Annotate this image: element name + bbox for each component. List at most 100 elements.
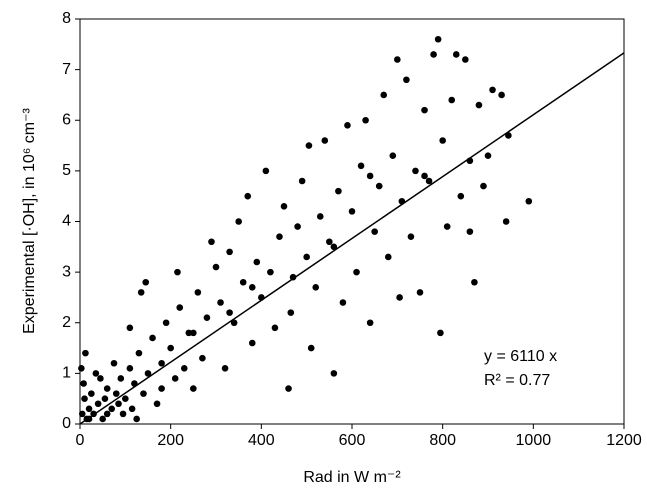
y-tick-label: 6: [62, 111, 71, 128]
y-tick-label: 2: [62, 314, 71, 331]
data-point: [126, 324, 134, 332]
data-point: [180, 365, 188, 372]
y-tick-label: 7: [62, 61, 71, 78]
data-point: [101, 395, 109, 402]
y-tick-label: 1: [62, 365, 71, 382]
data-point: [394, 56, 401, 63]
data-point: [208, 238, 215, 246]
y-tick-label: 0: [62, 415, 71, 432]
data-point: [287, 309, 295, 316]
data-point: [126, 365, 134, 372]
data-point: [103, 385, 111, 392]
data-point: [439, 137, 446, 144]
x-tick-label: 400: [248, 432, 275, 449]
data-point: [117, 375, 125, 382]
data-point: [384, 253, 392, 261]
data-point: [78, 365, 85, 372]
data-point: [174, 268, 181, 276]
data-point: [489, 86, 496, 94]
data-point: [407, 233, 415, 240]
y-axis-label: Experimental [·OH], in 10⁶ cm⁻³: [21, 107, 38, 333]
data-point: [421, 106, 428, 114]
data-point: [226, 309, 233, 316]
data-point: [82, 349, 89, 357]
x-tick-label: 200: [157, 432, 184, 449]
data-point: [498, 91, 505, 99]
data-point: [457, 192, 465, 200]
data-point: [217, 299, 224, 306]
data-point: [176, 304, 184, 311]
data-point: [452, 51, 460, 58]
data-point: [226, 248, 233, 256]
data-point: [135, 349, 143, 357]
data-point: [81, 395, 88, 402]
data-point: [312, 284, 320, 291]
data-point: [443, 223, 451, 230]
data-point: [353, 268, 360, 276]
data-point: [162, 319, 170, 327]
data-point: [137, 289, 145, 296]
annotation: y = 6110 x: [484, 348, 557, 365]
x-tick-label: 600: [339, 432, 366, 449]
data-point: [194, 289, 202, 296]
data-point: [316, 213, 324, 220]
data-point: [276, 233, 283, 240]
data-point: [330, 370, 338, 377]
data-point: [92, 370, 100, 377]
data-point: [366, 319, 374, 327]
annotation: R² = 0.77: [484, 372, 550, 389]
x-tick-label: 0: [76, 432, 85, 449]
data-point: [185, 329, 193, 337]
data-point: [339, 299, 347, 306]
data-point: [335, 187, 342, 195]
data-point: [330, 243, 338, 251]
data-point: [171, 375, 179, 382]
data-point: [298, 177, 306, 185]
data-point: [484, 152, 492, 159]
data-point: [244, 192, 252, 200]
data-point: [425, 177, 433, 185]
data-point: [362, 116, 369, 124]
data-point: [421, 172, 428, 180]
data-point: [389, 152, 397, 159]
data-point: [248, 339, 256, 347]
data-point: [280, 203, 288, 210]
data-point: [221, 365, 229, 372]
data-point: [115, 400, 122, 408]
data-point: [88, 390, 95, 397]
data-point: [99, 415, 106, 423]
data-point: [307, 344, 315, 352]
data-point: [235, 218, 242, 225]
y-tick-label: 5: [62, 162, 71, 179]
data-point: [133, 415, 140, 423]
y-tick-label: 4: [62, 213, 71, 230]
data-point: [375, 182, 383, 190]
data-point: [108, 405, 116, 413]
x-axis-label: Rad in W m⁻²: [303, 469, 401, 486]
x-tick-label: 800: [429, 432, 456, 449]
data-point: [305, 142, 313, 149]
data-point: [412, 167, 419, 175]
data-point: [78, 410, 86, 418]
data-point: [289, 273, 297, 281]
data-point: [462, 56, 469, 63]
y-tick-label: 3: [62, 263, 71, 280]
y-tick-label: 8: [62, 10, 71, 27]
data-point: [321, 137, 329, 144]
data-point: [344, 122, 351, 129]
data-point: [112, 390, 120, 397]
data-point: [480, 182, 487, 190]
data-point: [230, 319, 238, 327]
data-point: [326, 238, 333, 246]
data-point: [190, 385, 197, 392]
data-point: [158, 385, 165, 392]
data-point: [434, 35, 442, 43]
data-point: [416, 289, 424, 296]
data-point: [203, 314, 211, 321]
data-point: [119, 410, 127, 418]
data-point: [85, 405, 93, 413]
data-point: [502, 218, 510, 225]
data-point: [262, 167, 270, 175]
data-point: [110, 359, 118, 367]
data-point: [396, 294, 403, 301]
